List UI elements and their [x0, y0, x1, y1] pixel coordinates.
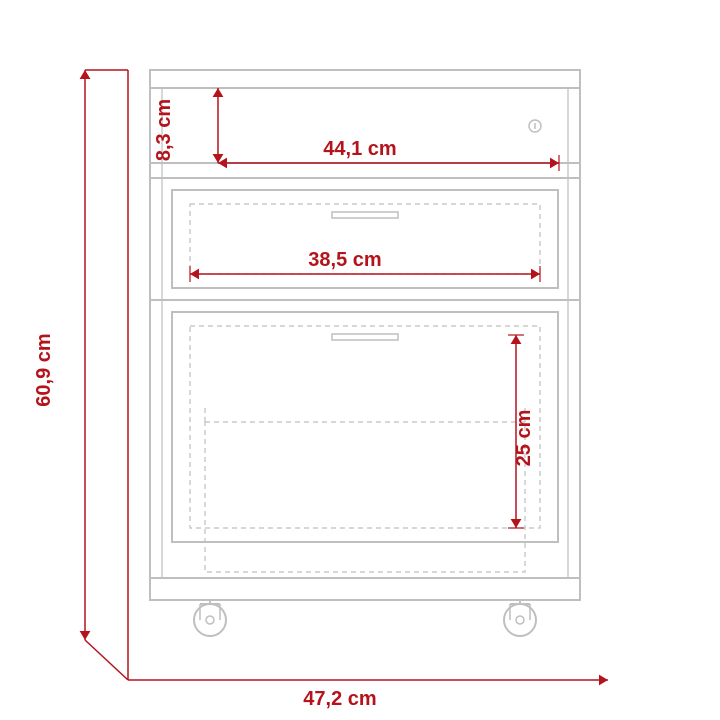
dim-label: 25 cm — [513, 410, 535, 467]
dim-label: 47,2 cm — [303, 688, 376, 710]
dimension-diagram: 60,9 cm 47,2 cm 8,3 cm 44,1 cm 38,5 cm 25 cm — [0, 0, 720, 720]
dim-label: 38,5 cm — [308, 249, 381, 271]
dim-label: 60,9 cm — [33, 333, 55, 406]
dim-label: 44,1 cm — [323, 138, 396, 160]
dim-label: 8,3 cm — [153, 99, 175, 161]
dimensions: 60,9 cm 47,2 cm 8,3 cm 44,1 cm 38,5 cm 25 cm — [33, 70, 608, 710]
